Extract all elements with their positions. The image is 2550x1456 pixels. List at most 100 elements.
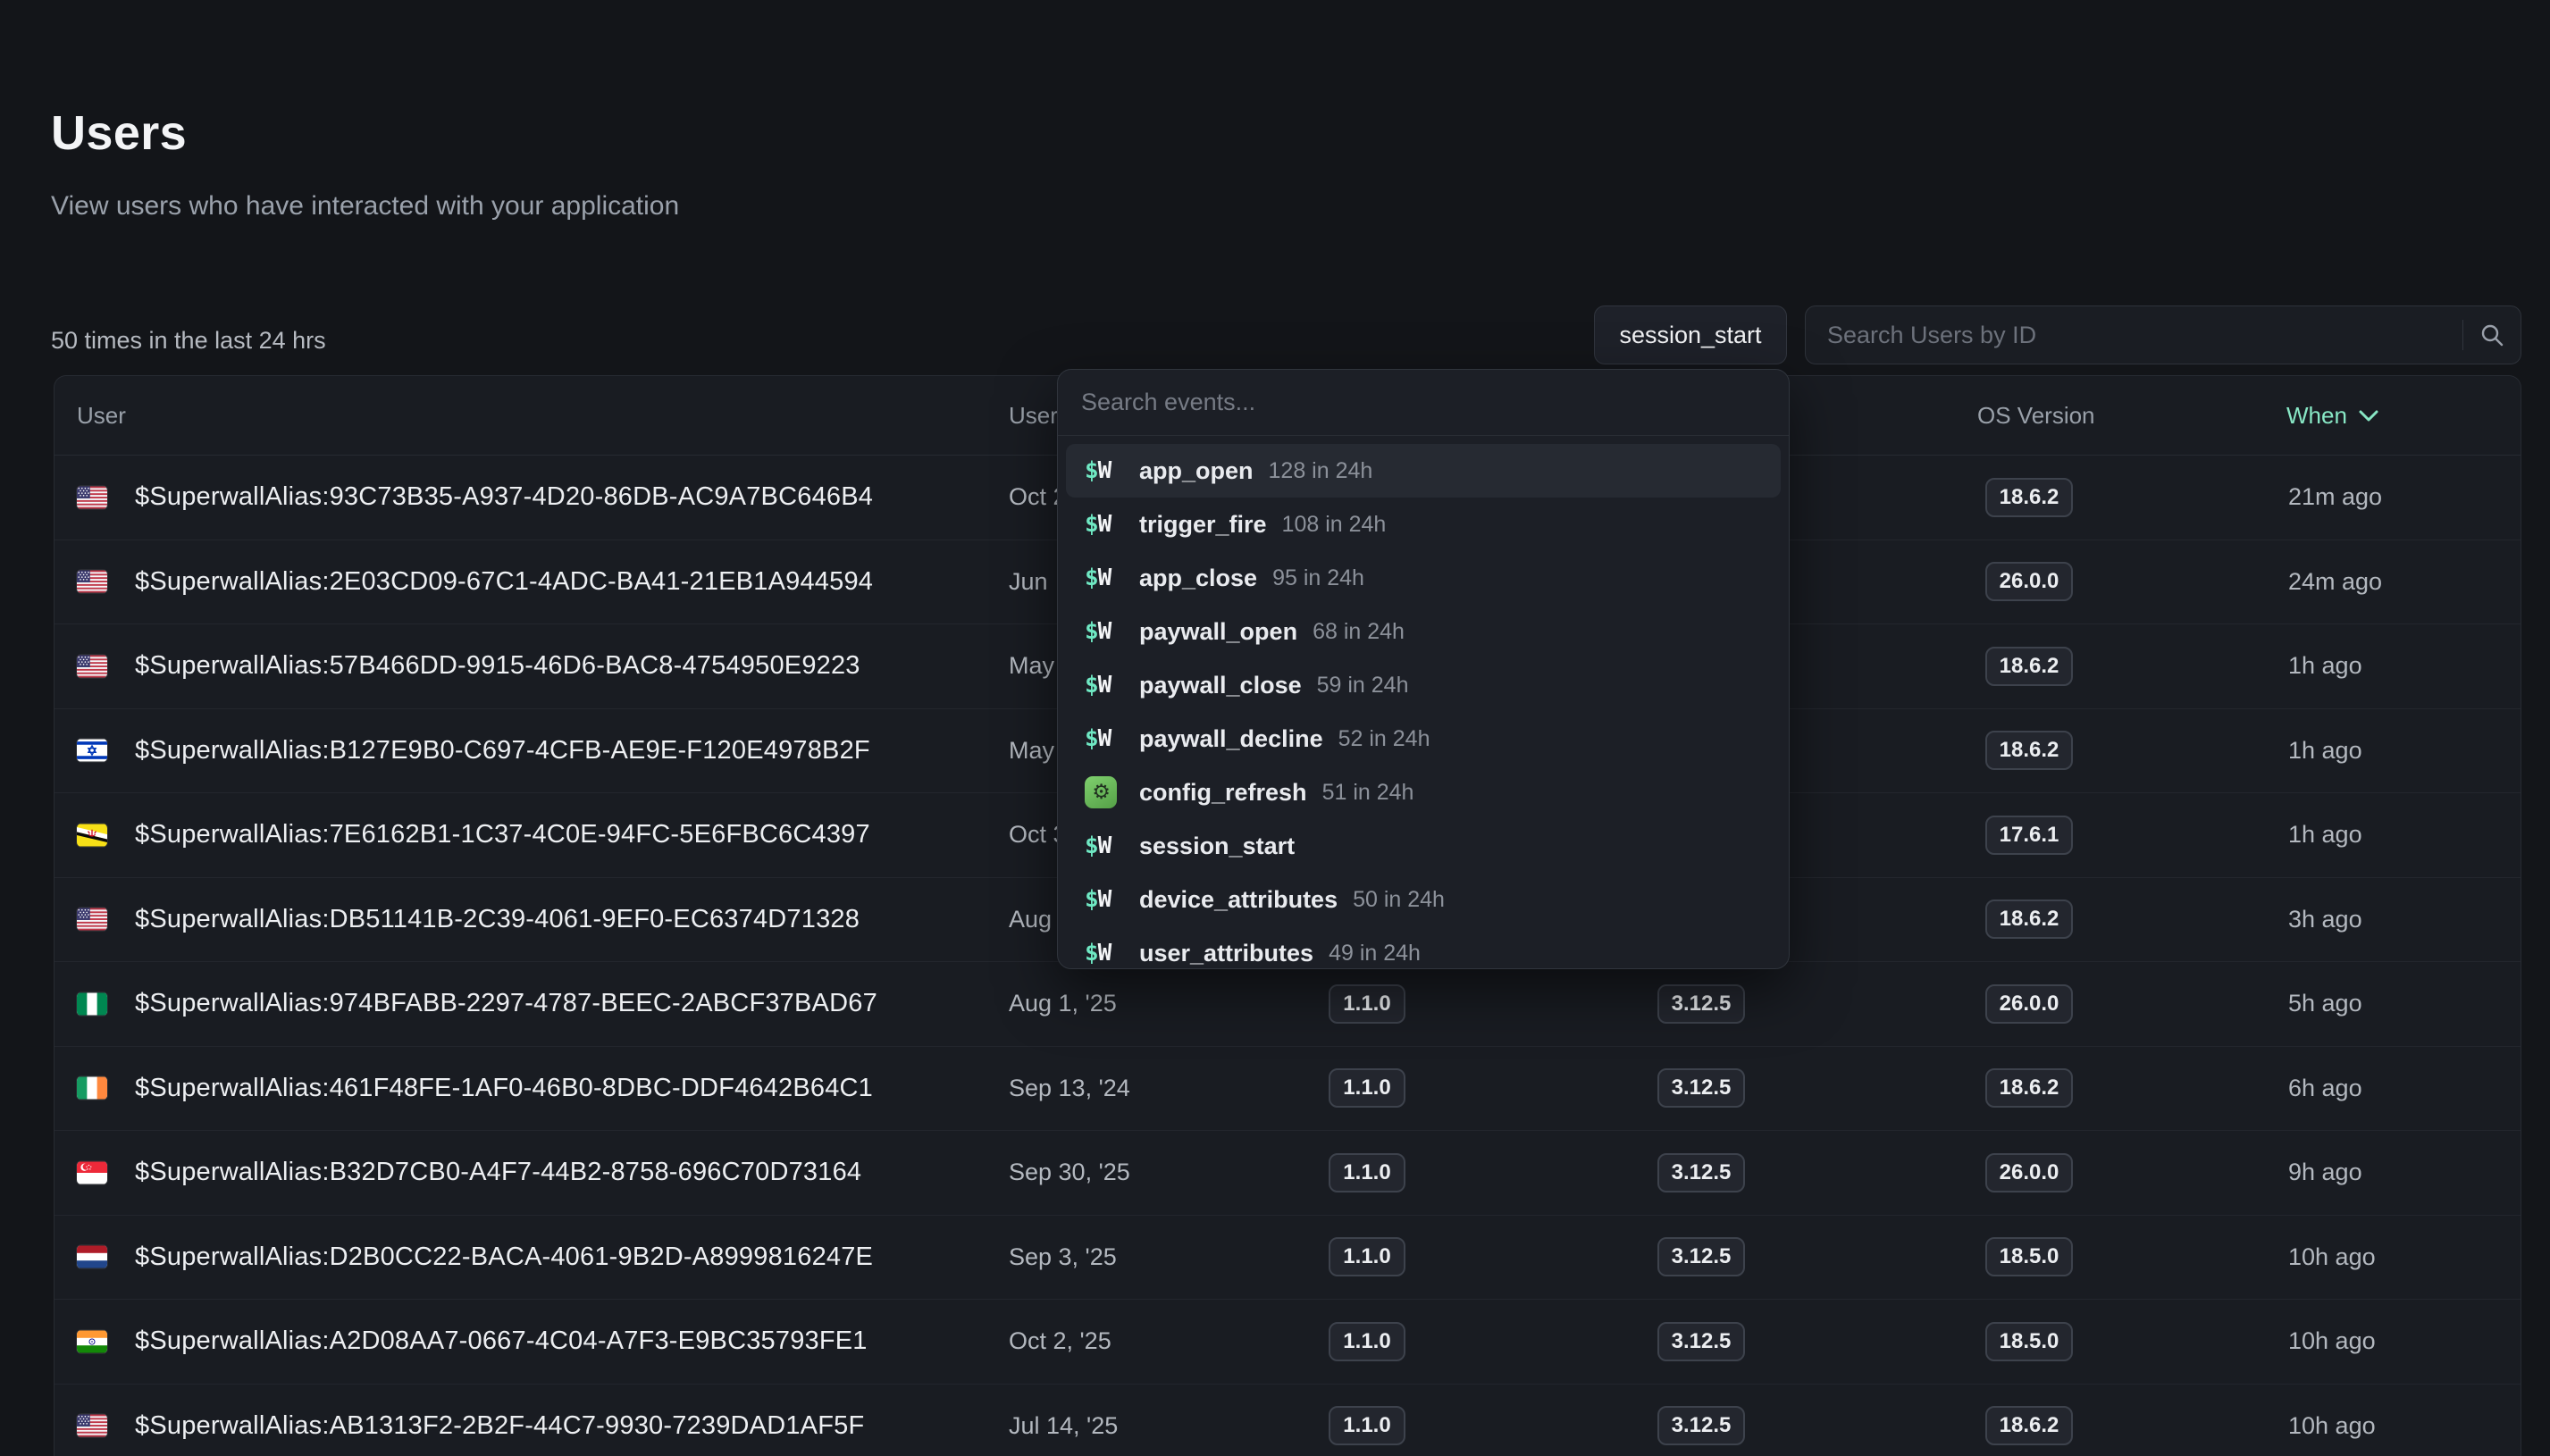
superwall-event-icon: $ W — [1085, 511, 1111, 538]
event-search-input[interactable] — [1058, 389, 1789, 416]
os-version-cell: 18.5.0 — [1971, 1216, 2087, 1300]
flag-us-icon — [77, 486, 107, 509]
last-seen: 3h ago — [2288, 905, 2362, 933]
header-when-sort[interactable]: When — [2286, 376, 2379, 455]
event-name: paywall_close — [1139, 671, 1302, 699]
events-summary: 50 times in the last 24 hrs — [51, 327, 326, 354]
last-seen: 10h ago — [2288, 1243, 2376, 1270]
user-alias: $SuperwallAlias:B32D7CB0-A4F7-44B2-8758-… — [135, 1158, 862, 1187]
table-row[interactable]: $SuperwallAlias:A2D08AA7-0667-4C04-A7F3-… — [55, 1299, 2521, 1384]
sdk-version-badge: 3.12.5 — [1657, 1152, 1746, 1192]
table-row[interactable]: $SuperwallAlias:461F48FE-1AF0-46B0-8DBC-… — [55, 1045, 2521, 1131]
sdk-version-badge: 3.12.5 — [1657, 983, 1746, 1024]
config-refresh-icon: ⚙ — [1085, 776, 1117, 808]
app-version-cell: 1.1.0 — [1309, 962, 1425, 1046]
event-count: 52 in 24h — [1338, 725, 1430, 751]
event-count: 68 in 24h — [1313, 618, 1405, 644]
os-version-badge: 26.0.0 — [1984, 983, 2074, 1024]
user-since-date: May — [1009, 652, 1055, 680]
os-version-badge: 18.6.2 — [1984, 731, 2074, 771]
header-user: User — [77, 401, 126, 429]
event-option[interactable]: $ W paywall_close 59 in 24h — [1066, 658, 1781, 712]
user-search — [1805, 305, 2521, 364]
search-icon[interactable] — [2463, 322, 2521, 348]
app-version-badge: 1.1.0 — [1329, 983, 1405, 1024]
event-option[interactable]: $ W session_start — [1066, 819, 1781, 873]
table-row[interactable]: $SuperwallAlias:974BFABB-2297-4787-BEEC-… — [55, 961, 2521, 1046]
table-row[interactable]: $SuperwallAlias:B32D7CB0-A4F7-44B2-8758-… — [55, 1130, 2521, 1215]
sdk-version-cell: 3.12.5 — [1643, 962, 1759, 1046]
user-since-date: Sep 13, '24 — [1009, 1074, 1130, 1101]
sdk-version-cell: 3.12.5 — [1643, 1300, 1759, 1384]
os-version-cell: 18.5.0 — [1971, 1300, 2087, 1384]
chevron-down-icon — [2359, 410, 2378, 421]
event-name: paywall_open — [1139, 617, 1298, 645]
header-os-version: OS Version — [1977, 401, 2095, 429]
country-flag-cell — [77, 878, 113, 962]
last-seen: 1h ago — [2288, 652, 2362, 680]
event-option[interactable]: $ W trigger_fire 108 in 24h — [1066, 498, 1781, 551]
user-since-date: Sep 30, '25 — [1009, 1159, 1130, 1186]
event-option[interactable]: ⚙ config_refresh 51 in 24h — [1066, 766, 1781, 819]
event-filter-label: session_start — [1619, 321, 1762, 348]
flag-nl-icon — [77, 1245, 107, 1268]
user-since-date: Sep 3, '25 — [1009, 1243, 1117, 1270]
app-version-cell: 1.1.0 — [1309, 1216, 1425, 1300]
table-row[interactable]: $SuperwallAlias:57B466DD-9915-46D6-BAC8-… — [55, 623, 2521, 708]
os-version-badge: 26.0.0 — [1984, 1152, 2074, 1192]
table-body: $SuperwallAlias:93C73B35-A937-4D20-86DB-… — [55, 456, 2521, 1456]
event-count: 50 in 24h — [1353, 886, 1445, 912]
user-since-date: Oct 3 — [1009, 821, 1067, 849]
flag-sg-icon — [77, 1161, 107, 1184]
os-version-badge: 18.5.0 — [1984, 1321, 2074, 1361]
last-seen: 9h ago — [2288, 1159, 2362, 1186]
superwall-event-icon: $ W — [1085, 565, 1111, 591]
event-filter-button[interactable]: session_start — [1594, 305, 1787, 364]
user-search-input[interactable] — [1806, 321, 2462, 349]
header-when-label: When — [2286, 401, 2347, 429]
event-option[interactable]: $ W paywall_decline 52 in 24h — [1066, 712, 1781, 766]
event-name: app_open — [1139, 456, 1254, 484]
event-name: trigger_fire — [1139, 510, 1267, 538]
table-row[interactable]: $SuperwallAlias:DB51141B-2C39-4061-9EF0-… — [55, 876, 2521, 962]
last-seen: 6h ago — [2288, 1074, 2362, 1101]
event-name: device_attributes — [1139, 885, 1338, 913]
sdk-version-badge: 3.12.5 — [1657, 1406, 1746, 1446]
user-alias: $SuperwallAlias:93C73B35-A937-4D20-86DB-… — [135, 482, 874, 512]
os-version-cell: 18.6.2 — [1971, 456, 2087, 540]
table-row[interactable]: $SuperwallAlias:93C73B35-A937-4D20-86DB-… — [55, 456, 2521, 540]
event-count: 128 in 24h — [1268, 457, 1373, 483]
event-option[interactable]: $ W user_attributes 49 in 24h — [1066, 926, 1781, 968]
event-search — [1058, 370, 1789, 436]
table-row[interactable]: $SuperwallAlias:D2B0CC22-BACA-4061-9B2D-… — [55, 1214, 2521, 1300]
event-count: 59 in 24h — [1316, 672, 1409, 698]
table-row[interactable]: $SuperwallAlias:2E03CD09-67C1-4ADC-BA41-… — [55, 539, 2521, 624]
app-version-badge: 1.1.0 — [1329, 1068, 1405, 1109]
sdk-version-cell: 3.12.5 — [1643, 1047, 1759, 1131]
country-flag-cell — [77, 1300, 113, 1384]
user-alias: $SuperwallAlias:461F48FE-1AF0-46B0-8DBC-… — [135, 1073, 874, 1102]
app-version-badge: 1.1.0 — [1329, 1237, 1405, 1277]
superwall-event-icon: $ W — [1085, 672, 1111, 699]
sdk-version-badge: 3.12.5 — [1657, 1321, 1746, 1361]
app-version-badge: 1.1.0 — [1329, 1321, 1405, 1361]
superwall-event-icon: $ W — [1085, 725, 1111, 752]
flag-us-icon — [77, 908, 107, 931]
table-row[interactable]: $SuperwallAlias:AB1313F2-2B2F-44C7-9930-… — [55, 1383, 2521, 1456]
flag-ng-icon — [77, 992, 107, 1016]
country-flag-cell — [77, 1047, 113, 1131]
event-option[interactable]: $ W app_close 95 in 24h — [1066, 551, 1781, 605]
event-option[interactable]: $ W device_attributes 50 in 24h — [1066, 873, 1781, 926]
event-name: config_refresh — [1139, 778, 1307, 806]
config-refresh-icon-cell: ⚙ — [1085, 776, 1128, 808]
user-since-date: Aug — [1009, 905, 1053, 933]
country-flag-cell — [77, 962, 113, 1046]
event-option[interactable]: $ W app_open 128 in 24h — [1066, 444, 1781, 498]
event-option[interactable]: $ W paywall_open 68 in 24h — [1066, 605, 1781, 658]
page-title: Users — [51, 106, 188, 160]
superwall-event-icon: $ W — [1085, 886, 1111, 913]
os-version-badge: 18.6.2 — [1984, 1406, 2074, 1446]
app-version-cell: 1.1.0 — [1309, 1131, 1425, 1215]
user-alias: $SuperwallAlias:AB1313F2-2B2F-44C7-9930-… — [135, 1410, 865, 1440]
